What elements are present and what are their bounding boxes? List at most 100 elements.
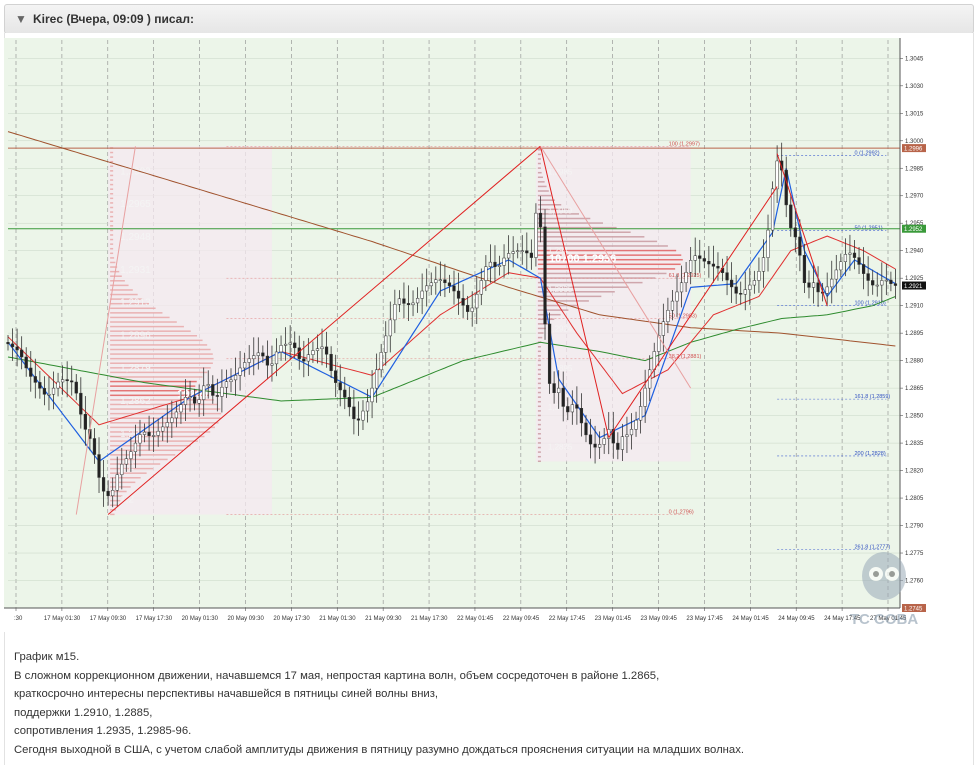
fib-label: 100 (1,2910)	[854, 301, 885, 307]
time-tick-label: 20 May 01:30	[182, 616, 219, 622]
candle-body	[174, 411, 179, 419]
profile-bar	[110, 312, 163, 314]
candle-body	[552, 383, 556, 393]
time-tick-label: 22 May 01:45	[457, 616, 494, 622]
profile-level-label: 1,2835	[548, 442, 573, 451]
price-tick-label: 1.2925	[905, 276, 924, 282]
price-tick-label: 1.2835	[905, 441, 924, 447]
profile-bar	[110, 316, 170, 319]
price-tick-label: 1.2910	[905, 304, 924, 310]
fib-label: 0 (1,2796)	[669, 510, 694, 516]
wave-line	[540, 146, 692, 389]
candle-body	[51, 387, 56, 395]
profile-level-label: 1,2982	[120, 166, 151, 177]
candle-body	[402, 298, 406, 304]
candle-body	[120, 463, 124, 475]
candle-body	[634, 419, 638, 430]
price-tag-text: 1.2745	[904, 607, 923, 613]
profile-bar	[110, 220, 114, 222]
candle-body	[871, 280, 875, 286]
candle-body	[484, 266, 488, 281]
candle-body	[384, 335, 388, 353]
profile-bar	[110, 289, 133, 291]
profile-bar	[537, 208, 570, 211]
profile-bar	[537, 419, 541, 421]
candle-body	[165, 422, 169, 428]
candle-body	[666, 310, 670, 322]
candle-body	[602, 438, 606, 445]
profile-bar	[537, 350, 541, 353]
candle-body	[648, 369, 652, 389]
profile-bar	[537, 213, 580, 215]
candle-body	[493, 261, 497, 267]
profile-bar	[537, 410, 541, 412]
fib-label: 100 (1,2997)	[669, 141, 700, 147]
candle-body	[15, 346, 19, 351]
fib-label: 261,8 (1,2777)	[854, 544, 890, 550]
candle-body	[447, 282, 452, 287]
candle-body	[311, 350, 315, 355]
wave-line	[539, 146, 610, 438]
profile-level-label: 1,2924	[548, 324, 573, 333]
profile-bar	[537, 240, 658, 243]
profile-bar	[110, 211, 114, 213]
candle-body	[461, 298, 465, 306]
price-tag	[902, 144, 926, 153]
candle-body	[101, 477, 106, 492]
profile-bar	[537, 281, 643, 284]
candle-body	[320, 346, 324, 349]
profile-level-label: 1,2913	[120, 298, 151, 309]
candle-body	[679, 282, 684, 293]
candle-body	[525, 250, 529, 254]
profile-bar	[110, 495, 124, 497]
candle-body	[211, 384, 215, 396]
price-tick-label: 1.2895	[905, 331, 924, 337]
candle-body	[625, 434, 629, 437]
profile-level-label: 1,2896	[120, 330, 151, 341]
post-line: сопротивления 1.2935, 1.2985-96.	[14, 725, 192, 738]
profile-bar	[537, 171, 542, 174]
post-line: краткосрочно интересны перспективы начав…	[14, 688, 439, 701]
watermark-text: TC COBA	[850, 611, 918, 628]
candle-body	[848, 252, 852, 255]
candle-body	[438, 279, 442, 281]
wave-lines	[75, 145, 828, 515]
profile-bar	[110, 247, 114, 250]
time-tick-label: 17 May 09:30	[90, 616, 127, 622]
profile-bar	[537, 295, 602, 298]
time-tick-label: 22 May 17:45	[549, 616, 586, 622]
profile-bar	[110, 183, 114, 186]
profile-bar	[537, 236, 645, 238]
time-tick-label: 21 May 01:30	[319, 616, 356, 622]
candle-body	[161, 426, 165, 432]
profile-bar	[537, 355, 541, 357]
candle-body	[547, 323, 552, 384]
candle-body	[861, 264, 866, 274]
profile-bar	[537, 249, 677, 252]
profile-bar	[537, 268, 676, 270]
candle-body	[129, 451, 133, 459]
current-price-text: 1.2921	[904, 284, 923, 290]
candle-body	[711, 263, 716, 267]
candle-body	[811, 282, 816, 288]
candle-body	[38, 382, 42, 389]
candle-body	[857, 257, 861, 265]
price-tick-label: 1.2970	[905, 194, 924, 200]
profile-bar	[110, 225, 114, 227]
candle-body	[620, 436, 625, 450]
candle-body	[789, 204, 793, 229]
candle-body	[739, 293, 743, 295]
profile-bar	[537, 181, 545, 183]
profile-level-label: 1,2	[120, 495, 134, 506]
candle-body	[224, 381, 229, 388]
profile-bar	[537, 400, 541, 403]
profile-bar	[537, 423, 541, 426]
price-chart: 1,2982 1,2965 1,2948 1,2931 1,2913 1,2896 1,28…	[4, 38, 934, 632]
price-tag-text: 1.2996	[904, 147, 923, 153]
candle-body	[302, 358, 306, 362]
profile-bar	[537, 277, 656, 279]
post-line: В сложном коррекционном движении, начавш…	[14, 669, 660, 682]
owl-watermark: TC COBA	[850, 552, 918, 628]
profile-bar	[110, 243, 114, 245]
candle-body	[534, 212, 538, 258]
